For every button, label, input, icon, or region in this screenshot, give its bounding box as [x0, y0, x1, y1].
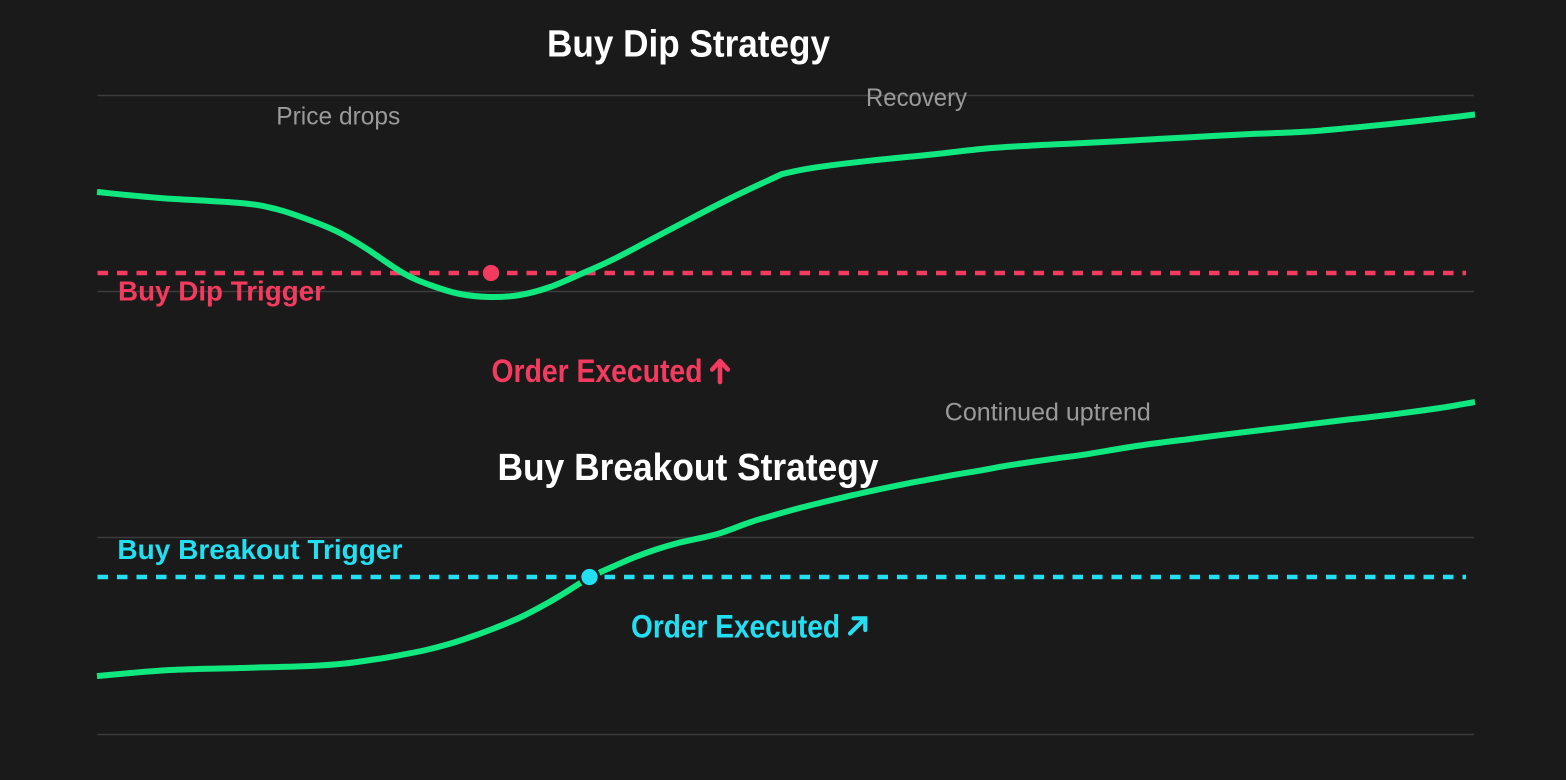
svg-text:Price drops: Price drops	[276, 103, 400, 131]
svg-text:Buy Breakout Trigger: Buy Breakout Trigger	[117, 534, 402, 565]
svg-text:Order Executed: Order Executed	[492, 353, 703, 389]
svg-text:Buy Dip Strategy: Buy Dip Strategy	[547, 24, 830, 66]
svg-text:Recovery: Recovery	[866, 84, 967, 112]
svg-text:Buy Breakout Strategy: Buy Breakout Strategy	[498, 447, 879, 489]
svg-text:Continued uptrend: Continued uptrend	[945, 399, 1151, 427]
svg-text:Order Executed: Order Executed	[631, 609, 840, 645]
svg-text:Buy Dip Trigger: Buy Dip Trigger	[118, 276, 325, 307]
